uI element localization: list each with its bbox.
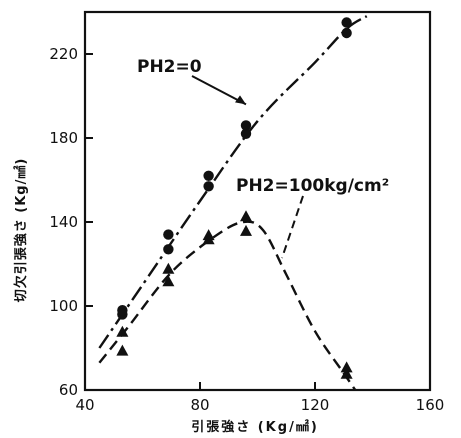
y-tick-label: 140 xyxy=(49,213,78,231)
data-point-triangle xyxy=(116,325,129,337)
series-curves xyxy=(98,15,368,390)
y-axis-label: 切欠引張強さ (Kg/㎟) xyxy=(13,158,29,303)
data-point-triangle xyxy=(340,367,353,379)
annotations: PH2=0 PH2=100kg/cm² xyxy=(137,57,389,259)
x-tick-label: 160 xyxy=(416,396,445,414)
plot-frame xyxy=(83,10,432,392)
series-line-0 xyxy=(98,15,368,349)
leader-arrowhead xyxy=(235,95,246,105)
data-point-circle xyxy=(117,305,128,316)
y-tick-label: 60 xyxy=(59,381,78,399)
y-tick-label: 220 xyxy=(49,45,78,63)
x-axis-label: 引張強さ (Kg/㎟) xyxy=(191,419,319,435)
data-point-circle xyxy=(163,244,174,255)
series-points xyxy=(116,17,353,379)
data-point-triangle xyxy=(162,275,175,287)
x-tick-label: 80 xyxy=(190,396,209,414)
data-point-triangle xyxy=(340,361,353,373)
data-point-circle xyxy=(341,27,352,39)
data-point-circle xyxy=(163,229,174,240)
annotation-ph2-0: PH2=0 xyxy=(137,57,202,77)
x-tick-label: 120 xyxy=(301,396,330,414)
axis-ticks: 40 80 120 160 60 100 140 180 220 xyxy=(49,45,444,414)
annotation-ph2-100: PH2=100kg/cm² xyxy=(236,176,389,196)
data-point-circle xyxy=(240,120,252,131)
data-point-circle xyxy=(240,128,252,139)
data-point-circle xyxy=(341,17,352,28)
leader-line xyxy=(281,195,304,259)
data-point-triangle xyxy=(202,229,215,241)
x-tick-label: 40 xyxy=(75,396,94,414)
data-point-circle xyxy=(203,181,214,192)
data-point-circle xyxy=(203,170,214,181)
series-line-1 xyxy=(98,220,357,390)
data-point-triangle xyxy=(162,262,175,274)
data-point-triangle xyxy=(240,224,252,236)
y-tick-label: 100 xyxy=(49,297,78,315)
data-point-triangle xyxy=(240,210,252,222)
y-tick-label: 180 xyxy=(49,129,78,147)
data-point-triangle xyxy=(116,344,129,356)
